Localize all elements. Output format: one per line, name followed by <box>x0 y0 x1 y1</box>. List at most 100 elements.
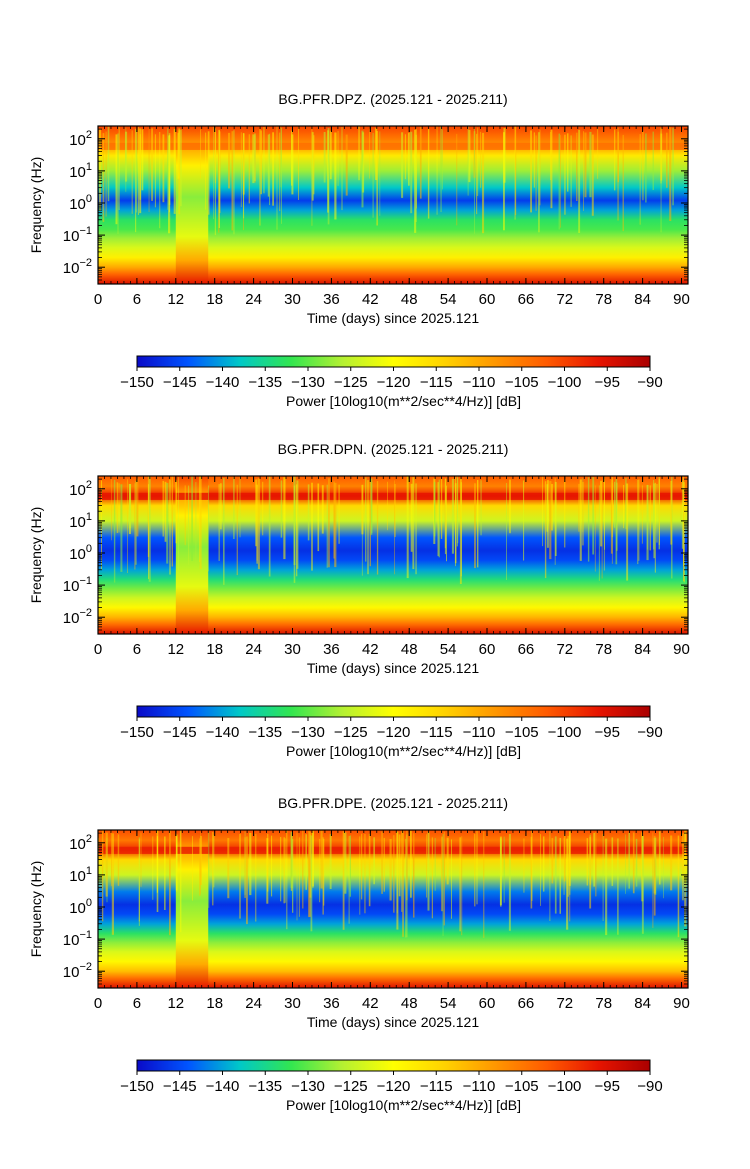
transient-streak <box>199 838 201 896</box>
transient-streak <box>283 837 285 904</box>
y-tick-label: 10−2 <box>63 607 92 627</box>
x-tick-label: 42 <box>362 641 379 658</box>
colorbar-tick-label: −135 <box>248 724 282 741</box>
plot-frame <box>97 829 689 989</box>
transient-streak <box>205 132 207 210</box>
transient-streak <box>184 485 186 546</box>
colorbar-tick-label: −130 <box>291 374 325 391</box>
transient-streak <box>175 480 178 544</box>
transient-streak <box>628 832 630 889</box>
transient-streak <box>118 483 120 533</box>
transient-streak <box>162 134 165 203</box>
transient-streak <box>394 480 395 575</box>
transient-streak <box>444 478 447 555</box>
y-axis-label: Frequency (Hz) <box>28 157 44 253</box>
transient-streak <box>683 482 685 581</box>
transient-streak <box>334 482 337 568</box>
transient-streak <box>426 834 427 898</box>
x-tick-label: 48 <box>401 641 418 658</box>
transient-streak <box>239 477 241 538</box>
transient-streak <box>649 485 651 551</box>
x-tick-label: 24 <box>245 995 262 1012</box>
line-60hz-band <box>98 142 688 150</box>
transient-streak <box>162 480 164 537</box>
x-tick-label: 66 <box>518 995 535 1012</box>
transient-streak <box>474 127 475 234</box>
transient-streak <box>456 133 458 226</box>
colorbar-tick-label: −130 <box>291 724 325 741</box>
transient-streak <box>672 127 674 206</box>
transient-streak <box>406 830 408 901</box>
transient-streak <box>500 838 502 907</box>
y-tick-label: 102 <box>69 479 92 499</box>
transient-streak <box>398 834 401 897</box>
transient-streak <box>298 127 299 200</box>
transient-streak <box>361 833 363 900</box>
transient-streak <box>641 485 643 544</box>
transient-streak <box>223 478 225 585</box>
transient-streak <box>281 127 282 224</box>
transient-streak <box>373 837 375 885</box>
chart-title: BG.PFR.DPZ. (2025.121 - 2025.211) <box>278 91 507 107</box>
colorbar-tick-label: −135 <box>248 374 282 391</box>
x-tick-label: 90 <box>673 641 690 658</box>
transient-streak <box>156 836 158 893</box>
transient-streak <box>200 129 201 179</box>
x-axis-label: Time (days) since 2025.121 <box>307 660 479 676</box>
y-axis-label: Frequency (Hz) <box>28 507 44 603</box>
y-axis-label: Frequency (Hz) <box>28 861 44 957</box>
transient-streak <box>442 129 443 190</box>
transient-streak <box>171 476 173 567</box>
transient-streak <box>262 481 264 536</box>
line-60hz-band <box>98 846 688 854</box>
transient-streak <box>396 831 399 930</box>
x-tick-label: 0 <box>94 291 102 308</box>
transient-streak <box>326 484 328 568</box>
transient-streak <box>617 131 619 183</box>
transient-streak <box>272 132 274 206</box>
transient-streak <box>120 484 123 572</box>
transient-streak <box>394 484 396 537</box>
transient-streak <box>652 832 654 928</box>
transient-streak <box>405 838 407 938</box>
x-tick-label: 12 <box>167 995 184 1012</box>
transient-streak <box>483 831 485 938</box>
transient-streak <box>312 830 314 887</box>
transient-streak <box>595 831 597 897</box>
transient-streak <box>128 484 132 529</box>
transient-streak <box>102 133 105 222</box>
transient-streak <box>200 832 201 894</box>
transient-streak <box>559 838 561 914</box>
transient-streak <box>441 836 443 912</box>
transient-streak <box>551 484 553 531</box>
colorbar-label: Power [10log10(m**2/sec**4/Hz)] [dB] <box>286 1097 521 1113</box>
colorbar-tick-label: −145 <box>163 374 197 391</box>
transient-streak <box>327 128 330 225</box>
transient-streak <box>506 483 507 580</box>
transient-streak <box>257 478 260 570</box>
x-tick-label: 12 <box>167 291 184 308</box>
x-tick-label: 72 <box>556 995 573 1012</box>
transient-streak <box>663 836 664 899</box>
colorbar-tick-label: −145 <box>163 724 197 741</box>
transient-streak <box>582 482 584 546</box>
transient-streak <box>105 832 108 897</box>
transient-streak <box>476 830 478 905</box>
transient-streak <box>681 481 684 549</box>
transient-streak <box>280 837 282 902</box>
x-tick-label: 60 <box>479 995 496 1012</box>
transient-streak <box>646 485 649 561</box>
transient-streak <box>313 135 315 195</box>
transient-streak <box>320 830 323 889</box>
transient-streak <box>151 128 153 201</box>
x-tick-label: 84 <box>634 291 651 308</box>
transient-streak <box>286 830 288 930</box>
spectrogram-panel: BG.PFR.DPE. (2025.121 - 2025.211) 0 6 12 18 2… <box>28 795 690 1113</box>
transient-streak <box>533 132 535 188</box>
transient-streak <box>152 836 154 900</box>
transient-streak <box>248 134 250 204</box>
transient-streak <box>220 483 222 530</box>
transient-streak <box>514 126 516 220</box>
transient-streak <box>539 129 541 206</box>
transient-streak <box>127 479 128 573</box>
